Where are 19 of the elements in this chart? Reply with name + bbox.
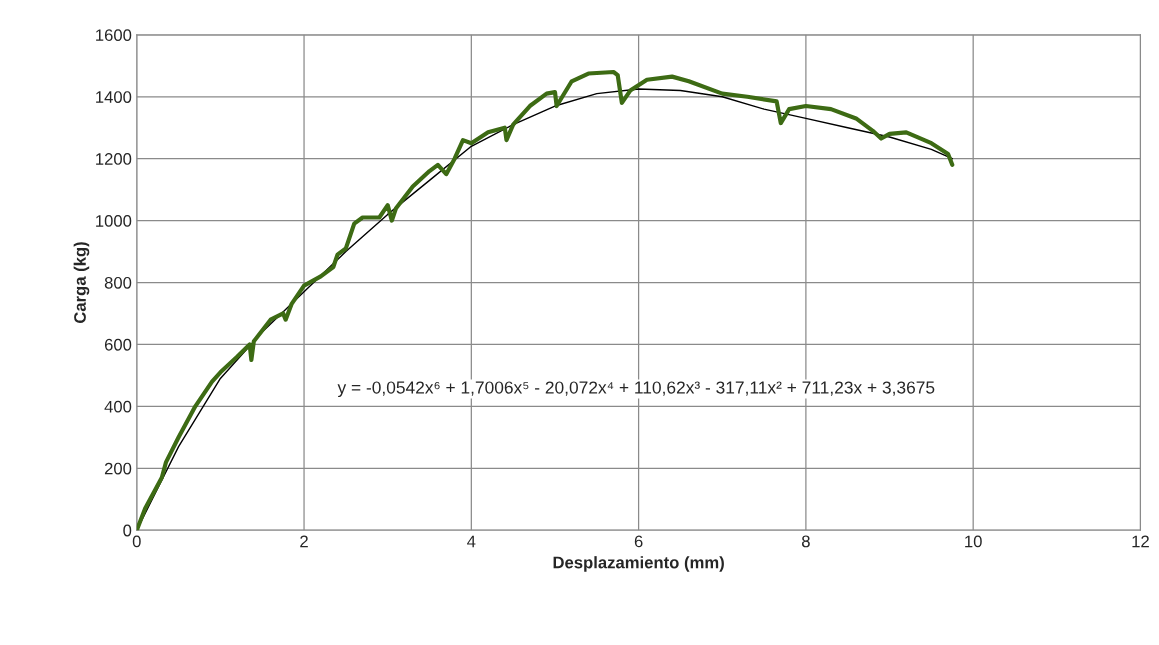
y-tick-label: 1200 (96, 153, 132, 165)
y-tick-label: 600 (104, 338, 132, 351)
y-tick-label: 1000 (96, 214, 132, 227)
y-tick-label: 1600 (96, 29, 132, 42)
x-tick-label: 10 (965, 535, 982, 548)
x-axis-title: Desplazamiento (mm) (553, 556, 724, 572)
y-tick-label: 400 (104, 400, 132, 413)
annotation: y = -0,0542x⁶ + 1,7006x⁵ - 20,072x⁴ + 110,62x³ - 317,11x² + 711,23x + 3,3675 (337, 381, 935, 398)
x-tick-label: 2 (300, 535, 308, 548)
y-axis-title: Carga (kg) (73, 242, 90, 324)
x-tick-label: 12 (1132, 535, 1149, 548)
y-tick-label: 1400 (96, 91, 132, 103)
x-tick-label: 4 (467, 535, 476, 548)
y-tick-label: 200 (104, 462, 132, 475)
y-tick-label: 0 (123, 524, 132, 537)
y-tick-label: 800 (104, 276, 132, 289)
x-tick-label: 6 (634, 535, 643, 548)
x-tick-label: 8 (801, 535, 810, 548)
x-tick-label: 0 (132, 535, 141, 548)
